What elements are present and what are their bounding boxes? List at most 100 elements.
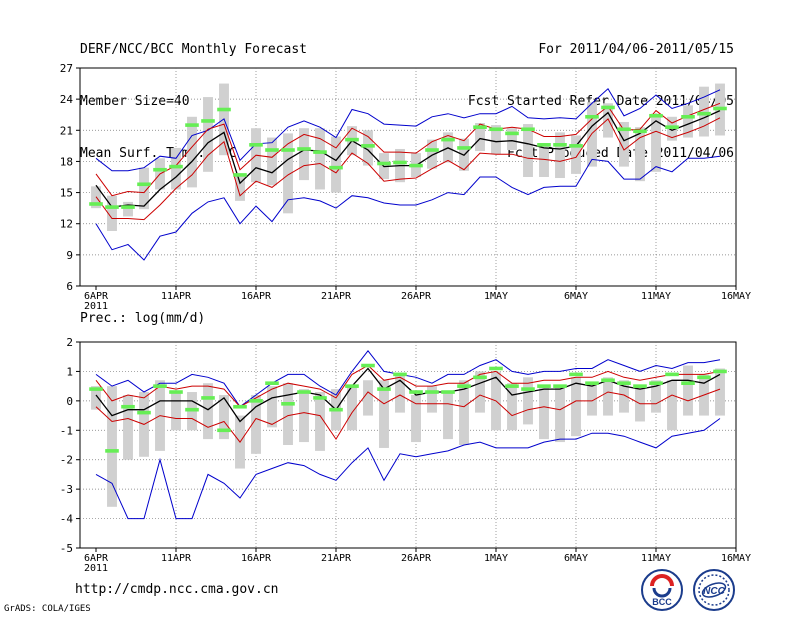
temp-member-range-bar [187, 116, 197, 188]
prec-marker [553, 384, 567, 388]
prec-marker [137, 410, 151, 415]
temp-member-range-bar [619, 121, 629, 167]
temp-member-range-bar [331, 136, 341, 193]
prec-marker [665, 372, 679, 377]
prec-member-range-bar [667, 380, 677, 431]
prec-marker [377, 387, 391, 391]
prec-member-range-bar [571, 377, 581, 437]
temp-member-range-bar [363, 130, 373, 166]
prec-member-range-bar [219, 394, 229, 440]
prec-x-tick-label: 1MAY [484, 553, 508, 564]
temp-member-range-bar [107, 195, 117, 231]
temp-series-mean-spread [95, 102, 721, 197]
prec-marker [89, 387, 103, 391]
prec-x-tick-label: 11APR [161, 553, 192, 564]
ncc-logo-text: NCC [703, 586, 725, 597]
temp-marker [313, 150, 327, 154]
temp-x-tick-label: 16APR [241, 291, 272, 302]
temp-marker [649, 113, 663, 118]
temp-y-tick-label: 12 [60, 218, 73, 231]
prec-marker [681, 381, 695, 385]
temp-marker [537, 143, 551, 147]
prec-member-range-bar [299, 389, 309, 443]
temp-x-tick-label: 6MAY [564, 291, 588, 302]
prec-y-tick-label: 0 [66, 395, 73, 408]
member-size: Member Size=40 [80, 94, 190, 109]
temp-x-tick-label: 1MAY [484, 291, 508, 302]
temp-x-tick-label: 6APR [84, 291, 109, 302]
temp-member-range-bar [283, 133, 293, 214]
prec-y-tick-label: -4 [60, 513, 74, 526]
prec-member-range-bar [523, 377, 533, 425]
temp-member-range-bar [139, 167, 149, 210]
prec-marker [297, 390, 311, 394]
temp-marker [217, 107, 231, 112]
prec-member-range-bar [315, 392, 325, 451]
prec-x-tick-label: 16APR [241, 553, 272, 564]
prec-member-range-bar [459, 380, 469, 445]
temp-marker [185, 123, 199, 127]
prec-series-mean-spread [95, 388, 721, 443]
prec-marker [521, 387, 535, 391]
temp-series-mean-spread [95, 117, 721, 221]
temp-marker [169, 164, 183, 169]
temp-marker [665, 125, 679, 129]
prec-marker [185, 407, 199, 412]
temp-x-year-label: 2011 [84, 301, 108, 312]
temp-marker [441, 137, 455, 142]
temp-member-range-bar [651, 113, 661, 172]
prec-member-range-bar [507, 383, 517, 431]
temp-marker [601, 105, 615, 110]
prec-y-tick-label: -3 [60, 483, 73, 496]
temp-y-tick-label: 15 [60, 187, 73, 200]
prec-marker [601, 378, 615, 383]
ncc-logo: NCC [693, 569, 735, 611]
prec-marker [617, 381, 631, 385]
prec-marker [537, 384, 551, 388]
prec-marker [425, 390, 439, 394]
temp-x-tick-label: 26APR [401, 291, 432, 302]
prec-x-tick-label: 6MAY [564, 553, 588, 564]
temp-member-range-bar [699, 86, 709, 137]
prec-member-range-bar [555, 386, 565, 443]
temp-marker [329, 165, 343, 170]
prec-marker [505, 384, 519, 388]
prec-marker [697, 375, 711, 380]
temp-marker [697, 111, 711, 116]
temp-member-range-bar [635, 127, 645, 182]
temp-y-tick-label: 27 [60, 62, 73, 75]
prec-marker [265, 381, 279, 385]
prec-member-range-bar [427, 386, 437, 413]
prec-series-ensemble-min [95, 418, 721, 520]
temp-marker [105, 205, 119, 209]
prec-series-mean-spread [95, 364, 721, 408]
temp-member-range-bar [555, 132, 565, 179]
prec-x-tick-label: 6APR [84, 553, 109, 564]
prec-marker [633, 384, 647, 388]
bcc-logo: BCC [641, 569, 683, 611]
prec-marker [441, 390, 455, 394]
temp-member-range-bar [235, 173, 245, 201]
footer-url[interactable]: http://cmdp.ncc.cma.gov.cn [75, 582, 279, 597]
temp-member-range-bar [267, 137, 277, 186]
prec-member-range-bar [91, 386, 101, 410]
grads-credit: GrADS: COLA/IGES [4, 604, 91, 614]
temp-member-range-bar [491, 125, 501, 155]
prec-y-tick-label: 2 [66, 336, 73, 349]
temp-marker [569, 144, 583, 148]
prec-member-range-bar [251, 394, 261, 454]
temp-marker [633, 129, 647, 134]
prec-x-year-label: 2011 [84, 563, 108, 574]
temp-marker [425, 148, 439, 152]
prec-member-range-bar [619, 380, 629, 413]
temp-y-tick-label: 9 [66, 249, 73, 262]
prec-marker [457, 384, 471, 388]
temp-member-range-bar [507, 128, 517, 151]
temp-member-range-bar [427, 139, 437, 169]
temp-marker [297, 147, 311, 151]
forecast-period: For 2011/04/06-2011/05/15 [538, 42, 734, 57]
prec-y-tick-label: -2 [60, 454, 73, 467]
prec-member-range-bar [363, 380, 373, 416]
prec-marker [313, 396, 327, 400]
